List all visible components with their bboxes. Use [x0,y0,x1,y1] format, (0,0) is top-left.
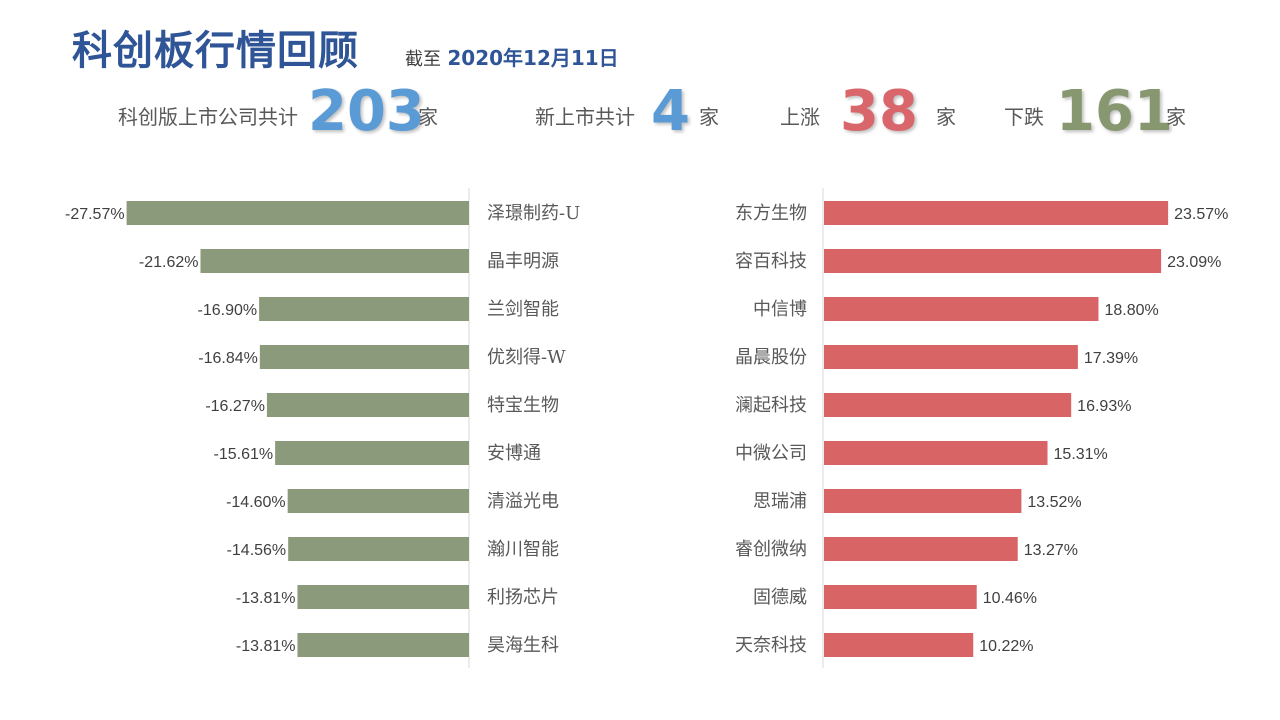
page-title: 科创板行情回顾 [72,28,359,74]
stat-new-unit: 家 [699,105,719,129]
loss-bar [275,441,469,465]
gain-bar [824,297,1099,321]
loss-value-label: -21.62% [139,254,199,271]
loss-category-label: 利扬芯片 [487,587,559,608]
gain-category-label: 澜起科技 [735,395,807,416]
gain-category-label: 睿创微纳 [735,539,807,560]
loss-bar [259,297,469,321]
loss-bar [200,249,469,273]
stat-new-value: 4 [651,79,690,144]
date-value: 2020年12月11日 [447,46,619,70]
loss-category-label: 优刻得-W [487,347,566,368]
loss-category-label: 晶丰明源 [487,251,559,272]
gain-value-label: 16.93% [1077,398,1131,415]
loss-category-label: 兰剑智能 [487,299,559,320]
gain-value-label: 13.52% [1027,494,1081,511]
loss-category-label: 瀚川智能 [487,539,559,560]
gain-category-label: 容百科技 [735,251,807,272]
stat-total-unit: 家 [418,105,438,129]
gain-bar [824,441,1048,465]
loss-category-label: 清溢光电 [487,491,559,512]
gain-value-label: 10.22% [979,638,1033,655]
gain-value-label: 23.09% [1167,254,1221,271]
stat-up-unit: 家 [936,105,956,129]
loss-category-label: 泽璟制药-U [487,203,580,224]
loss-value-label: -16.90% [198,302,258,319]
loss-bar [297,585,469,609]
gain-bar [824,633,974,657]
gain-bar [824,489,1022,513]
loss-bar [297,633,469,657]
gain-value-label: 10.46% [983,590,1037,607]
gain-value-label: 18.80% [1104,302,1158,319]
stat-down-unit: 家 [1166,105,1186,129]
loss-value-label: -16.27% [205,398,265,415]
loss-bar [288,537,469,561]
gain-category-label: 思瑞浦 [753,491,807,512]
gain-bar [824,393,1072,417]
gain-category-label: 天奈科技 [735,635,807,656]
loss-category-label: 昊海生科 [487,635,559,656]
date-line: 截至 2020年12月11日 [405,42,619,71]
gain-value-label: 23.57% [1174,206,1228,223]
gain-category-label: 晶晨股份 [735,347,807,368]
loss-bar [126,201,469,225]
gain-bar [824,345,1078,369]
gain-value-label: 15.31% [1054,446,1108,463]
gain-category-label: 中微公司 [735,443,807,464]
gain-bar [824,249,1162,273]
stat-down: 下跌 161 家 [1004,80,1204,144]
gain-value-label: 13.27% [1024,542,1078,559]
stat-new: 新上市共计 4 家 [535,80,735,144]
loss-value-label: -13.81% [236,638,296,655]
gain-value-label: 17.39% [1084,350,1138,367]
loss-value-label: -15.61% [214,446,274,463]
stat-total: 科创版上市公司共计 203 家 [118,80,448,144]
loss-value-label: -13.81% [236,590,296,607]
loss-bar [259,345,469,369]
loss-bar [287,489,469,513]
loss-value-label: -16.84% [198,350,258,367]
stat-down-label: 下跌 [1004,105,1044,129]
stat-total-value: 203 [308,79,425,144]
stat-total-label: 科创版上市公司共计 [118,105,298,129]
gain-category-label: 固德威 [753,587,807,608]
stat-down-value: 161 [1056,79,1173,144]
loss-bar [266,393,469,417]
stat-up-label: 上涨 [780,105,820,129]
stat-up-value: 38 [840,79,918,144]
stat-up: 上涨 38 家 [780,80,980,144]
gain-category-label: 东方生物 [735,203,807,224]
stat-new-label: 新上市共计 [535,105,635,129]
loss-category-label: 特宝生物 [487,395,559,416]
gain-bar [824,537,1018,561]
loss-value-label: -14.56% [227,542,287,559]
gain-bar [824,201,1169,225]
date-prefix: 截至 [405,49,441,70]
loss-category-label: 安博通 [487,443,541,464]
loss-value-label: -27.57% [65,206,125,223]
gain-category-label: 中信博 [753,299,807,320]
gain-bar [824,585,977,609]
loss-value-label: -14.60% [226,494,286,511]
